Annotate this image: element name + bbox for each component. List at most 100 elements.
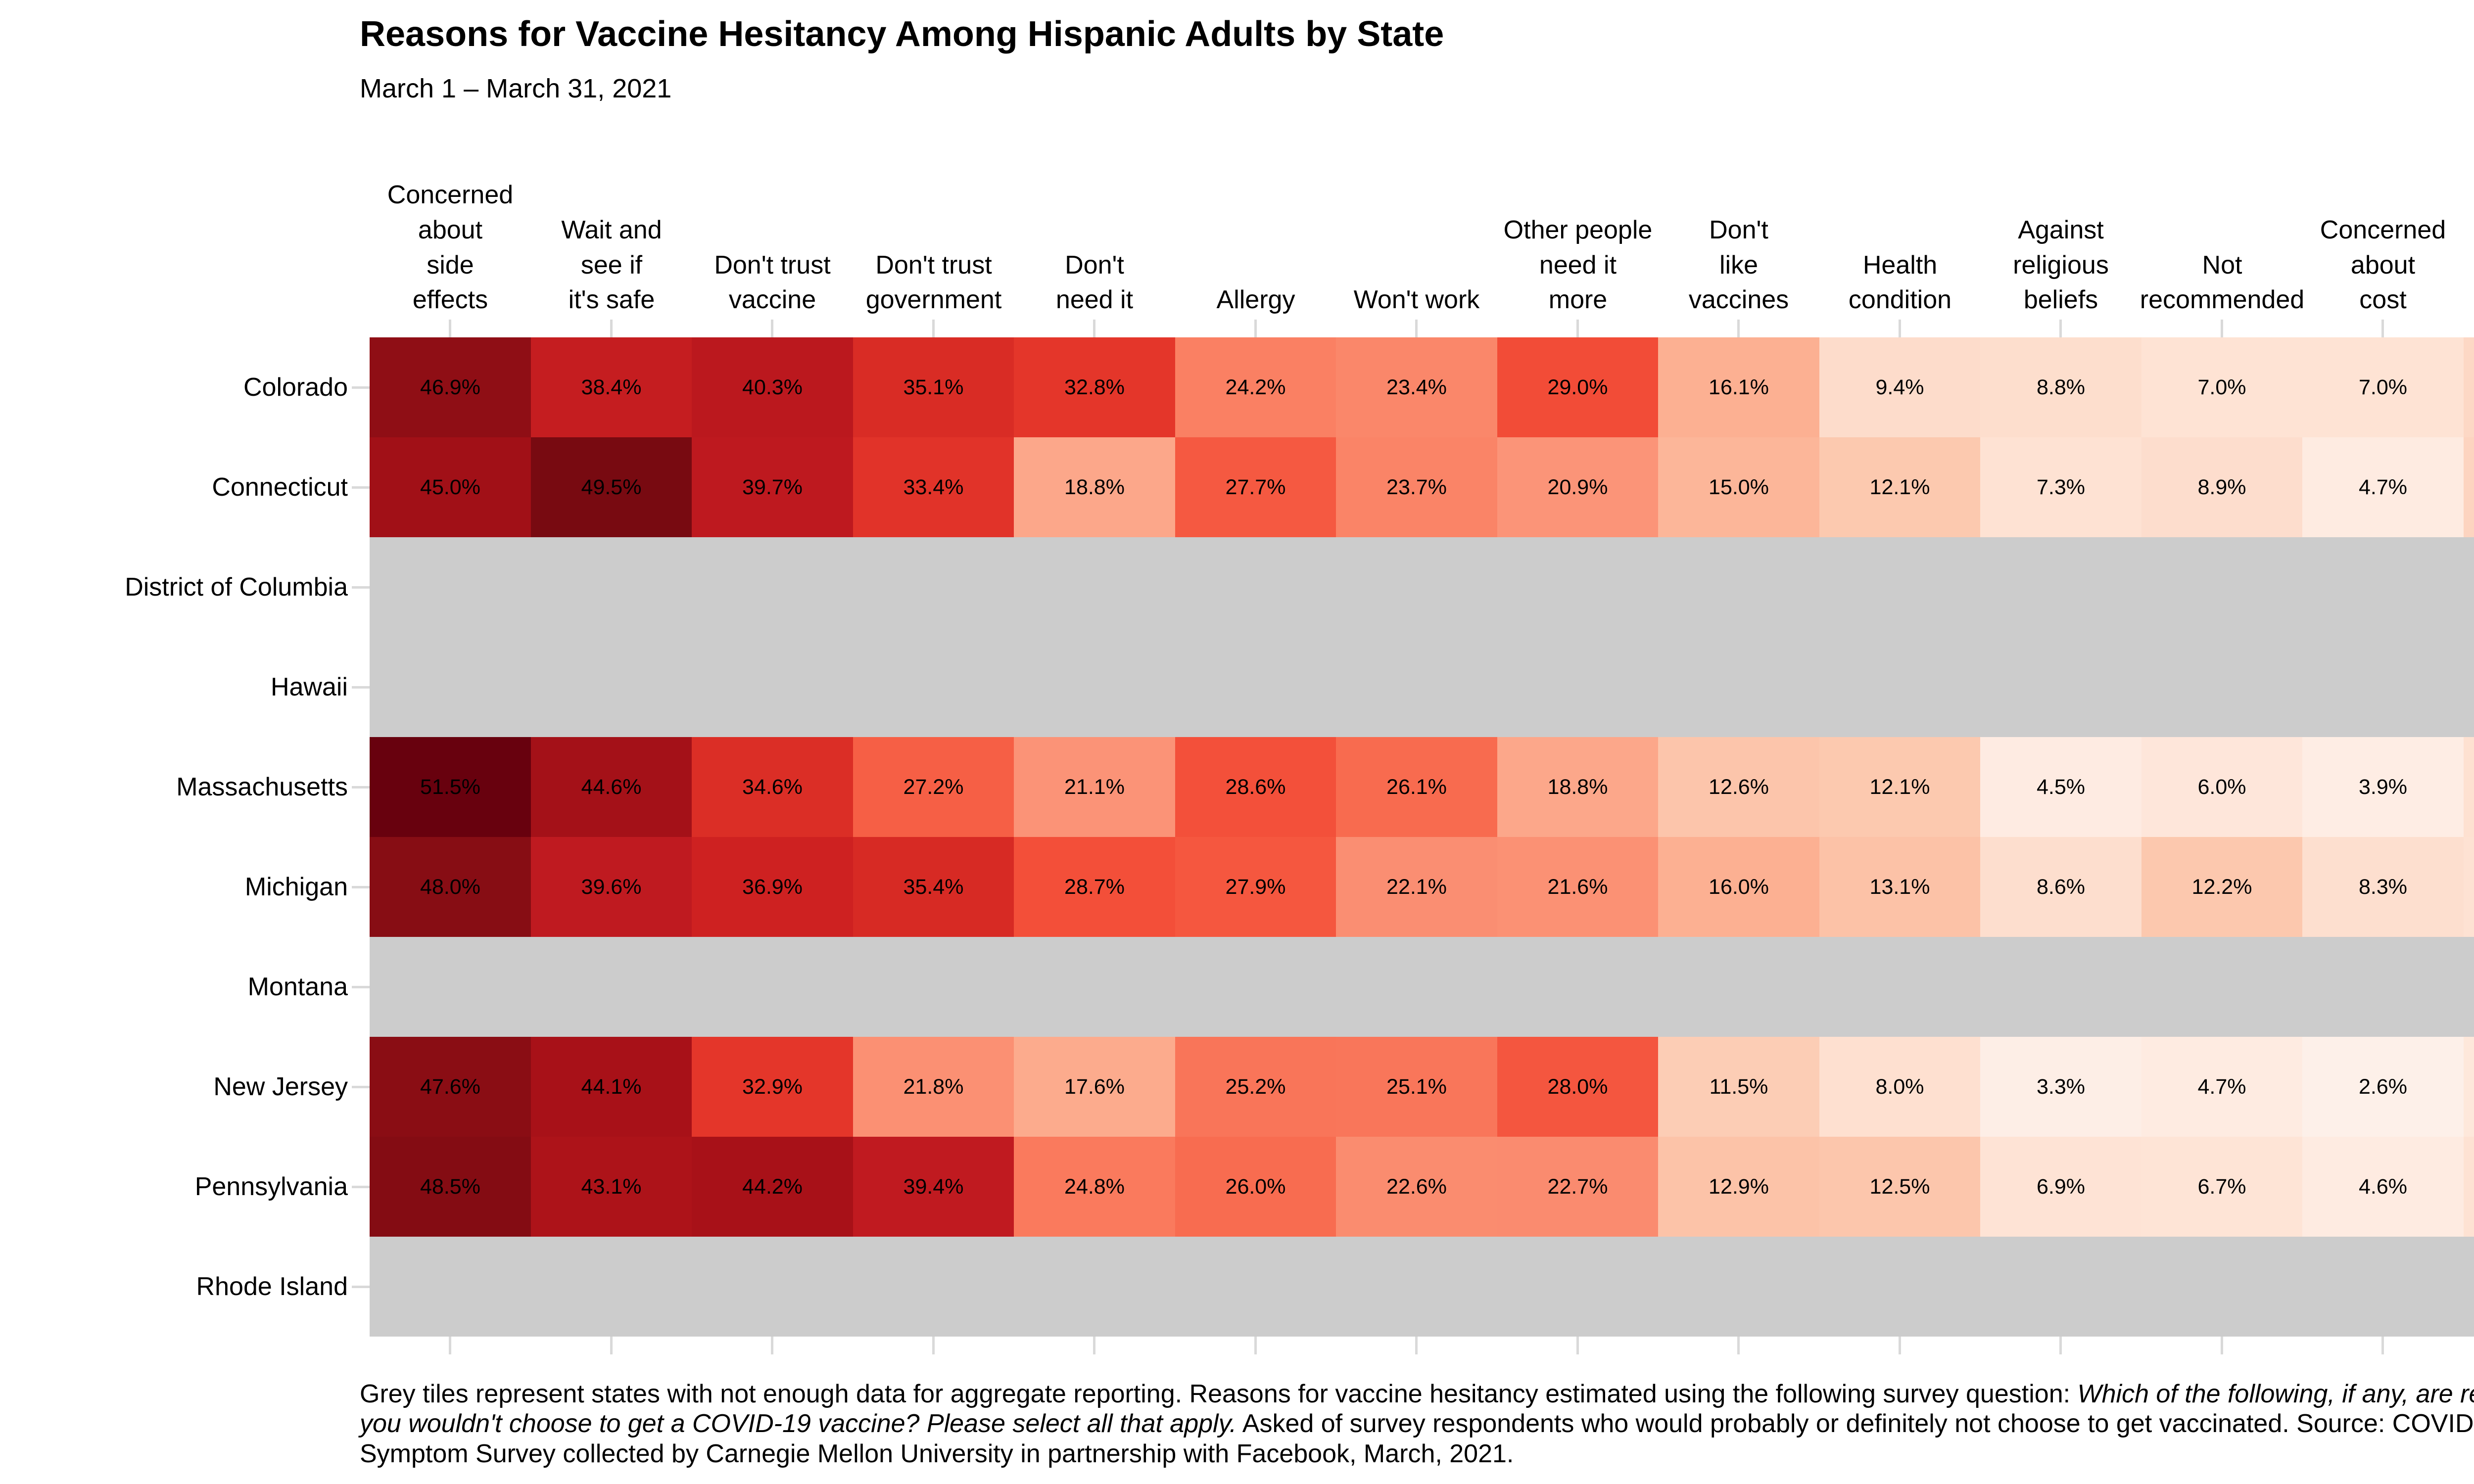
heatmap-cell: 26.0% (1175, 1137, 1336, 1237)
cell-value-label: 23.7% (1386, 475, 1447, 499)
heatmap-cell: 24.2% (1175, 337, 1336, 437)
axis-tick-top (771, 320, 773, 337)
axis-tick-bottom (1415, 1337, 1418, 1354)
heatmap-cell: 7.3% (2464, 1137, 2474, 1237)
state-row-label: Massachusetts (176, 773, 348, 801)
heatmap-cell: 49.5% (531, 437, 692, 537)
heatmap-cell: 9.4% (1819, 337, 1980, 437)
axis-tick-top (2059, 320, 2062, 337)
heatmap-cell: 16.0% (1658, 837, 1819, 937)
state-row-label: District of Columbia (125, 573, 348, 602)
heatmap-cell (1497, 937, 1658, 1037)
heatmap-cell (2141, 537, 2302, 637)
heatmap-cell: 4.7% (2302, 437, 2464, 537)
cell-value-label: 28.6% (1225, 775, 1286, 799)
cell-value-label: 26.0% (1225, 1174, 1286, 1199)
heatmap-cell (692, 1237, 853, 1337)
cell-value-label: 28.0% (1547, 1074, 1608, 1099)
heatmap-cell: 21.1% (1014, 737, 1175, 837)
column-header: Don't trust government (865, 250, 1002, 315)
cell-value-label: 8.8% (2036, 375, 2085, 399)
axis-tick-bottom (610, 1337, 613, 1354)
axis-tick-left (352, 986, 370, 988)
heatmap-cell (2141, 1237, 2302, 1337)
heatmap-cell: 18.8% (1014, 437, 1175, 537)
cell-value-label: 7.3% (2036, 475, 2085, 499)
heatmap-cell: 7.2% (2464, 837, 2474, 937)
heatmap-cell (2302, 937, 2464, 1037)
cell-value-label: 16.0% (1709, 875, 1769, 899)
heatmap-cell: 34.6% (692, 737, 853, 837)
state-row-label: New Jersey (213, 1072, 348, 1101)
cell-value-label: 7.0% (2197, 375, 2246, 399)
heatmap-cell (692, 537, 853, 637)
heatmap-cell (853, 1237, 1014, 1337)
column-header: Wait and see if it's safe (561, 215, 662, 315)
heatmap-cell (1336, 937, 1497, 1037)
cell-value-label: 16.1% (1709, 375, 1769, 399)
heatmap-cell (1658, 1237, 1819, 1337)
cell-value-label: 35.1% (903, 375, 964, 399)
heatmap-cell: 11.5% (1658, 1037, 1819, 1137)
cell-value-label: 6.9% (2036, 1174, 2085, 1199)
heatmap-cell: 18.8% (1497, 737, 1658, 837)
cell-value-label: 21.6% (1547, 875, 1608, 899)
axis-tick-bottom (1576, 1337, 1579, 1354)
heatmap-cell: 39.7% (692, 437, 853, 537)
cell-value-label: 25.2% (1225, 1074, 1286, 1099)
axis-tick-bottom (2381, 1337, 2384, 1354)
cell-value-label: 4.7% (2358, 475, 2407, 499)
column-header: Won't work (1353, 285, 1480, 315)
heatmap-cell: 12.1% (1819, 737, 1980, 837)
cell-value-label: 11.5% (1709, 1074, 1768, 1099)
axis-tick-left (352, 1286, 370, 1288)
heatmap-cell (1819, 1237, 1980, 1337)
axis-tick-left (352, 886, 370, 888)
heatmap-cell: 27.9% (1175, 837, 1336, 937)
cell-value-label: 25.1% (1386, 1074, 1447, 1099)
heatmap-cell (1980, 537, 2141, 637)
heatmap-cell: 6.9% (1980, 1137, 2141, 1237)
axis-tick-left (352, 686, 370, 689)
heatmap-cell (2302, 1237, 2464, 1337)
heatmap-cell (692, 937, 853, 1037)
column-header: Other people need it more (1503, 215, 1653, 315)
axis-tick-left (352, 386, 370, 389)
cell-value-label: 38.4% (581, 375, 642, 399)
axis-tick-bottom (1899, 1337, 1901, 1354)
heatmap-cell: 27.2% (853, 737, 1014, 837)
heatmap-cell: 32.9% (692, 1037, 853, 1137)
column-header: Not recommended (2140, 250, 2305, 315)
column-header: Don't trust vaccine (714, 250, 831, 315)
axis-tick-top (1737, 320, 1740, 337)
heatmap-cell: 3.3% (1980, 1037, 2141, 1137)
heatmap-cell (1658, 937, 1819, 1037)
heatmap-cell: 8.3% (2302, 837, 2464, 937)
heatmap-cell: 7.8% (2464, 737, 2474, 837)
cell-value-label: 27.9% (1225, 875, 1286, 899)
cell-value-label: 4.5% (2036, 775, 2085, 799)
heatmap-cell: 28.7% (1014, 837, 1175, 937)
axis-tick-top (932, 320, 935, 337)
cell-value-label: 51.5% (420, 775, 480, 799)
cell-value-label: 36.9% (742, 875, 803, 899)
heatmap-cell (370, 1237, 531, 1337)
column-header: Allergy (1216, 285, 1295, 315)
axis-tick-top (1415, 320, 1418, 337)
axis-tick-top (1254, 320, 1257, 337)
heatmap-cell: 8.6% (1980, 837, 2141, 937)
heatmap-cell (1819, 637, 1980, 737)
cell-value-label: 48.5% (420, 1174, 480, 1199)
column-header: Health condition (1848, 250, 1952, 315)
axis-tick-top (2221, 320, 2223, 337)
heatmap-cell: 12.6% (1658, 737, 1819, 837)
cell-value-label: 29.0% (1547, 375, 1608, 399)
heatmap-cell (1658, 537, 1819, 637)
heatmap-cell: 22.7% (1497, 1137, 1658, 1237)
heatmap-cell: 4.5% (1980, 737, 2141, 837)
cell-value-label: 27.7% (1225, 475, 1286, 499)
heatmap-cell: 39.6% (531, 837, 692, 937)
heatmap-cell: 45.0% (370, 437, 531, 537)
heatmap-cell: 8.0% (1819, 1037, 1980, 1137)
heatmap-cell: 44.2% (692, 1137, 853, 1237)
